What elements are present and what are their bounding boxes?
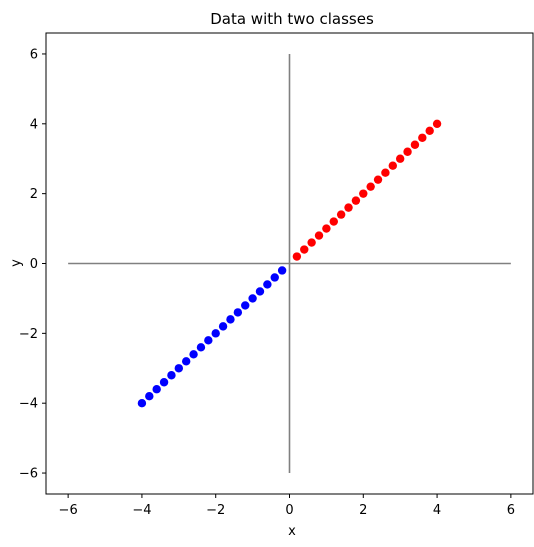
series-0-point	[218, 322, 228, 331]
series-0-point	[167, 371, 176, 380]
series-1-point	[336, 210, 346, 219]
series-1-point	[344, 203, 353, 212]
series-1-point	[403, 147, 412, 156]
series-0-point	[204, 336, 213, 345]
series-0-point	[211, 329, 220, 338]
series-1-point	[307, 238, 316, 247]
y-tick-label: 6	[30, 47, 38, 62]
series-0-point	[226, 315, 235, 324]
series-0-point	[263, 280, 272, 289]
y-tick-label: 4	[30, 117, 38, 132]
series-1-point	[292, 252, 302, 261]
reference-lines	[68, 53, 511, 474]
x-tick-label: 6	[507, 503, 515, 518]
series-0-point	[233, 308, 243, 317]
series-1-point	[322, 224, 331, 233]
y-tick-label: −2	[19, 327, 38, 342]
series-0-point	[145, 392, 154, 401]
series-0-point	[181, 357, 191, 366]
y-axis-label: y	[9, 259, 24, 267]
series-0-point	[152, 385, 161, 394]
series-1-point	[432, 119, 442, 129]
series-0-point	[137, 398, 147, 408]
series-0-point	[270, 273, 279, 282]
y-tick-label: 0	[30, 257, 38, 272]
series-1-point	[381, 168, 390, 177]
x-tick-label: 0	[285, 503, 293, 518]
series-0-point	[277, 266, 287, 275]
series-1-point	[329, 217, 338, 226]
data-points	[137, 119, 442, 408]
series-0-point	[241, 301, 250, 310]
series-1-point	[351, 196, 361, 205]
series-0-point	[248, 294, 257, 303]
series-1-point	[366, 182, 375, 191]
y-tick-label: 2	[30, 187, 38, 202]
y-tick-label: −6	[19, 467, 38, 482]
series-1-point	[425, 126, 434, 135]
y-tick-label: −4	[19, 397, 38, 412]
x-axis-label: x	[288, 524, 296, 539]
series-1-point	[373, 175, 383, 184]
chart-title: Data with two classes	[210, 10, 374, 28]
x-tick-label: −4	[132, 503, 151, 518]
x-tick-label: −2	[206, 503, 225, 518]
series-0-point	[255, 287, 265, 296]
x-axis-ticks: −6 −4 −2 0 2 4 6	[59, 494, 515, 518]
x-tick-label: 2	[359, 503, 367, 518]
series-1-point	[410, 140, 420, 149]
series-1-point	[388, 161, 398, 170]
series-0-point	[174, 364, 184, 373]
series-0-point	[196, 343, 206, 352]
series-1-point	[314, 231, 324, 240]
series-1-point	[418, 133, 427, 142]
y-axis-ticks: −6 −4 −2 0 2 4 6	[19, 47, 46, 482]
series-0-point	[159, 378, 169, 387]
x-tick-label: 4	[433, 503, 441, 518]
x-tick-label: −6	[59, 503, 78, 518]
series-0-point	[189, 350, 198, 359]
series-1-point	[359, 189, 368, 198]
series-1-point	[395, 154, 405, 163]
series-1-point	[300, 245, 309, 254]
